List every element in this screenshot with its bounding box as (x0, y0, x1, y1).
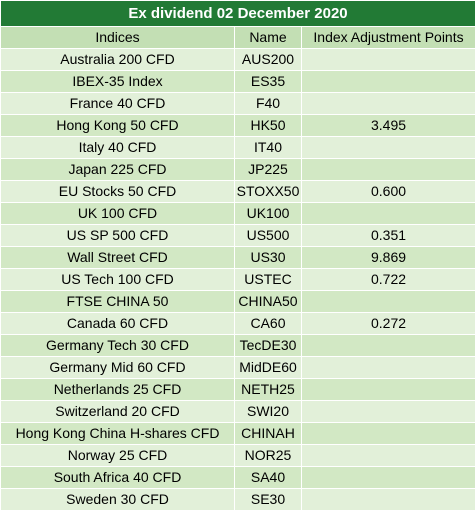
header-row: Indices Name Index Adjustment Points (1, 27, 475, 49)
cell-index: EU Stocks 50 CFD (1, 181, 235, 203)
cell-adjustment-points (302, 49, 475, 71)
cell-index: South Africa 40 CFD (1, 467, 235, 489)
cell-name: CHINAH (235, 423, 302, 445)
cell-index: Germany Mid 60 CFD (1, 357, 235, 379)
cell-adjustment-points (302, 357, 475, 379)
cell-adjustment-points: 0.351 (302, 225, 475, 247)
cell-name: ES35 (235, 71, 302, 93)
cell-name: AUS200 (235, 49, 302, 71)
cell-name: HK50 (235, 115, 302, 137)
cell-index: Norway 25 CFD (1, 445, 235, 467)
cell-adjustment-points (302, 489, 475, 511)
cell-adjustment-points: 0.600 (302, 181, 475, 203)
cell-adjustment-points: 0.722 (302, 269, 475, 291)
cell-index: Wall Street CFD (1, 247, 235, 269)
cell-index: IBEX-35 Index (1, 71, 235, 93)
cell-adjustment-points (302, 467, 475, 489)
cell-adjustment-points: 9.869 (302, 247, 475, 269)
cell-index: France 40 CFD (1, 93, 235, 115)
cell-index: Germany Tech 30 CFD (1, 335, 235, 357)
table-title: Ex dividend 02 December 2020 (1, 1, 475, 27)
cell-index: Netherlands 25 CFD (1, 379, 235, 401)
cell-index: Australia 200 CFD (1, 49, 235, 71)
cell-adjustment-points (302, 291, 475, 313)
cell-name: USTEC (235, 269, 302, 291)
cell-name: CHINA50 (235, 291, 302, 313)
cell-adjustment-points (302, 423, 475, 445)
cell-adjustment-points (302, 203, 475, 225)
cell-name: NETH25 (235, 379, 302, 401)
cell-index: FTSE CHINA 50 (1, 291, 235, 313)
cell-adjustment-points (302, 71, 475, 93)
header-adjustment-points: Index Adjustment Points (302, 27, 475, 49)
cell-name: IT40 (235, 137, 302, 159)
cell-name: NOR25 (235, 445, 302, 467)
cell-adjustment-points (302, 335, 475, 357)
cell-index: US Tech 100 CFD (1, 269, 235, 291)
cell-index: US SP 500 CFD (1, 225, 235, 247)
cell-index: Japan 225 CFD (1, 159, 235, 181)
cell-name: CA60 (235, 313, 302, 335)
cell-adjustment-points (302, 379, 475, 401)
cell-adjustment-points: 3.495 (302, 115, 475, 137)
cell-name: F40 (235, 93, 302, 115)
cell-name: SE30 (235, 489, 302, 511)
cell-adjustment-points (302, 401, 475, 423)
cell-name: SWI20 (235, 401, 302, 423)
cell-adjustment-points (302, 93, 475, 115)
cell-name: UK100 (235, 203, 302, 225)
table-title-row: Ex dividend 02 December 2020 (1, 1, 475, 27)
cell-index: Hong Kong China H-shares CFD (1, 423, 235, 445)
cell-index: Canada 60 CFD (1, 313, 235, 335)
cell-adjustment-points (302, 445, 475, 467)
cell-index: Switzerland 20 CFD (1, 401, 235, 423)
cell-index: Sweden 30 CFD (1, 489, 235, 511)
cell-index: Hong Kong 50 CFD (1, 115, 235, 137)
cell-name: SA40 (235, 467, 302, 489)
cell-adjustment-points (302, 159, 475, 181)
header-name: Name (235, 27, 302, 49)
header-indices: Indices (1, 27, 235, 49)
cell-name: JP225 (235, 159, 302, 181)
cell-name: MidDE60 (235, 357, 302, 379)
cell-name: TecDE30 (235, 335, 302, 357)
cell-name: STOXX50 (235, 181, 302, 203)
cell-name: US500 (235, 225, 302, 247)
cell-adjustment-points: 0.272 (302, 313, 475, 335)
cell-name: US30 (235, 247, 302, 269)
cell-adjustment-points (302, 137, 475, 159)
cell-index: Italy 40 CFD (1, 137, 235, 159)
cell-index: UK 100 CFD (1, 203, 235, 225)
